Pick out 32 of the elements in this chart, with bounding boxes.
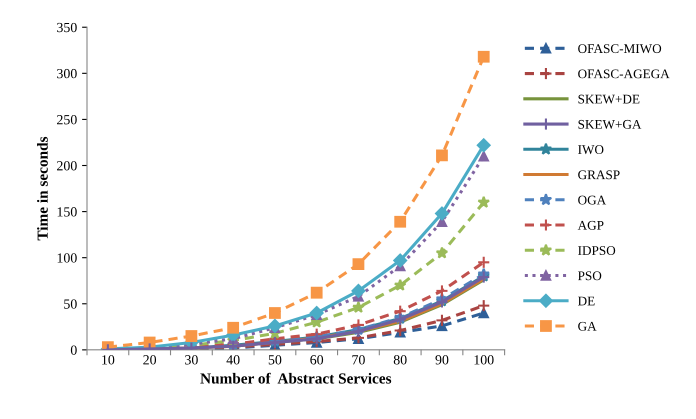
x-tick-label: 50 <box>268 355 282 364</box>
legend-label: GRASP <box>578 170 620 180</box>
x-tick-label: 100 <box>474 355 494 364</box>
x-tick-label: 30 <box>185 355 198 364</box>
x-tick-label: 20 <box>143 355 156 364</box>
legend-label: OGA <box>578 196 606 205</box>
legend-label: SKEW+GA <box>578 120 642 129</box>
legend-label: OFASC-MIWO <box>578 44 662 54</box>
y-axis-title: Time in seconds <box>37 136 48 240</box>
y-tick-label: 200 <box>57 161 77 170</box>
x-tick-label: 90 <box>435 355 448 364</box>
y-tick-label: 50 <box>64 299 77 309</box>
x-tick-label: 70 <box>352 355 365 364</box>
x-tick-label: 10 <box>102 355 114 364</box>
y-tick-label: 250 <box>57 115 77 124</box>
x-tick-label: 80 <box>394 355 407 364</box>
legend-label: DE <box>578 296 595 306</box>
x-tick-label: 60 <box>310 355 324 364</box>
legend-label: IDPSO <box>578 246 616 255</box>
legend-label: GA <box>578 322 597 331</box>
legend-label: PSO <box>578 271 602 280</box>
legend-label: OFASC-AGEGA <box>578 69 670 78</box>
x-axis-title: Number of Abstract Services <box>200 372 392 384</box>
y-tick-label: 300 <box>57 68 77 78</box>
y-tick-label: 0 <box>70 345 77 355</box>
x-tick-label: 40 <box>226 355 240 364</box>
y-tick-label: 350 <box>57 22 77 32</box>
legend-label: AGP <box>578 220 604 230</box>
y-tick-label: 100 <box>58 253 77 263</box>
legend-label: SKEW+DE <box>578 94 640 104</box>
y-tick-label: 150 <box>58 207 77 217</box>
legend-label: IWO <box>578 145 604 154</box>
